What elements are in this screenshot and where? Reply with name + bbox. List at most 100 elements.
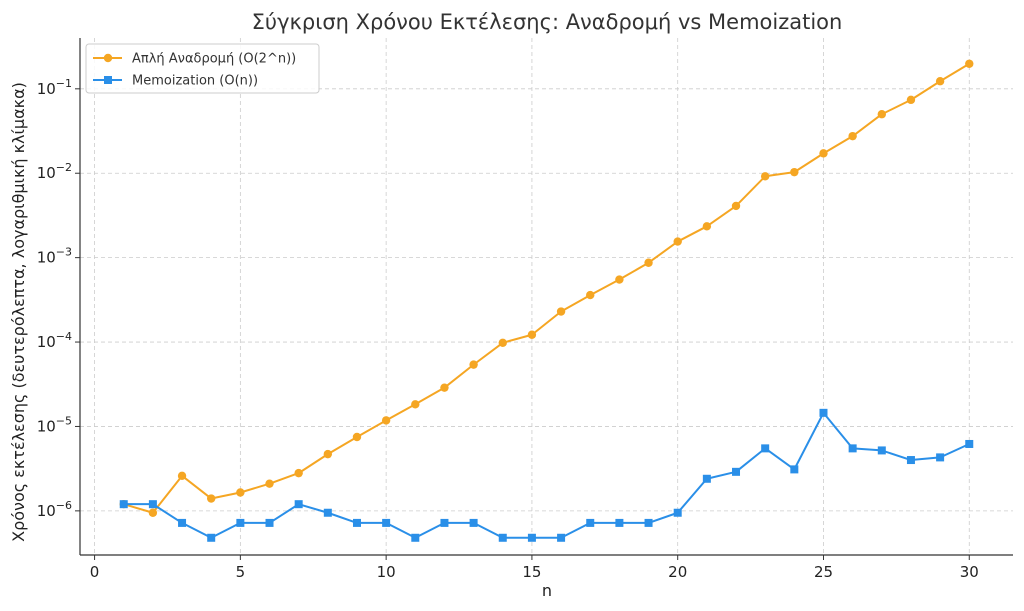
data-point-circle [469, 360, 478, 369]
data-point-circle [702, 222, 712, 231]
x-tick-label: 10 [377, 563, 396, 581]
x-ticks: 0 5 10 15 20 25 30 [90, 555, 979, 581]
data-point-square [527, 533, 536, 542]
data-point-circle [790, 167, 799, 177]
data-point-square [382, 518, 391, 527]
data-point-circle [323, 449, 333, 459]
data-point-circle [527, 330, 537, 339]
x-tick-label: 0 [90, 563, 100, 581]
data-point-circle [411, 400, 420, 409]
data-point-circle [848, 131, 857, 141]
y-tick-base: 10 [37, 249, 56, 267]
axes [79, 38, 1013, 556]
data-point-circle [935, 77, 945, 86]
data-point-circle [819, 149, 828, 158]
data-point-square [323, 508, 332, 517]
y-tick-exponent: −6 [56, 499, 72, 512]
y-axis-label: Χρόνος εκτέλεσης (δευτερόλεπτα, λογαριθμ… [9, 82, 28, 542]
y-tick-exponent: −4 [56, 330, 72, 343]
data-point-circle [644, 258, 653, 267]
data-point-square [732, 467, 741, 476]
series-1 [119, 408, 974, 542]
y-tick-base: 10 [37, 417, 56, 435]
data-point-circle [265, 479, 274, 488]
data-point-circle [965, 59, 974, 68]
data-point-circle [148, 508, 158, 517]
data-point-circle [498, 338, 507, 347]
y-tick-label: 10−4 [37, 330, 72, 351]
data-point-circle [731, 201, 741, 211]
data-point-square [207, 533, 216, 542]
data-point-square [615, 518, 624, 527]
y-tick-label: 10−6 [37, 499, 72, 520]
x-axis-label: n [542, 581, 552, 600]
data-point-circle [440, 383, 449, 392]
data-point-circle [556, 307, 566, 316]
data-point-square [848, 444, 857, 453]
data-point-square [178, 518, 187, 527]
y-tick-exponent: −5 [56, 414, 72, 427]
data-point-square [236, 518, 245, 527]
legend-label: Απλή Αναδρομή (O(2^n)) [132, 52, 296, 67]
x-tick-label: 25 [814, 563, 833, 581]
data-point-square [761, 444, 770, 453]
data-point-square [119, 500, 128, 509]
series-line [123, 62, 970, 514]
data-point-circle [760, 172, 770, 181]
data-point-circle [177, 471, 187, 481]
x-tick-label: 20 [668, 563, 687, 581]
legend-label: Memoization (O(n)) [132, 74, 258, 89]
data-point-circle [236, 488, 245, 497]
data-point-circle [877, 110, 886, 119]
y-tick-exponent: −1 [56, 77, 72, 90]
data-point-square [352, 518, 361, 527]
data-point-square [440, 518, 449, 527]
chart-title: Σύγκριση Χρόνου Εκτέλεσης: Αναδρομή vs M… [252, 10, 843, 34]
data-point-square [936, 453, 945, 462]
data-point-square [411, 533, 420, 542]
legend-marker-square [104, 76, 112, 84]
x-tick-label: 15 [522, 563, 541, 581]
y-tick-base: 10 [37, 164, 56, 182]
data-point-circle [615, 275, 624, 284]
x-tick-label: 5 [236, 563, 246, 581]
data-point-square [557, 533, 566, 542]
data-point-square [702, 474, 711, 483]
legend-box [85, 43, 320, 94]
data-point-square [906, 456, 915, 465]
data-point-circle [381, 416, 391, 425]
data-point-circle [294, 468, 303, 478]
data-point-square [294, 500, 303, 509]
y-tick-exponent: −2 [56, 161, 72, 174]
data-point-square [469, 518, 478, 527]
legend-entries: Απλή Αναδρομή (O(2^n)) Memoization (O(n)) [93, 52, 296, 89]
y-tick-label: 10−2 [37, 161, 72, 182]
grid-lines [80, 38, 1013, 555]
data-point-circle [586, 290, 595, 300]
data-point-square [148, 500, 157, 509]
y-tick-base: 10 [37, 502, 56, 520]
y-tick-label: 10−5 [37, 414, 72, 435]
data-point-square [265, 518, 274, 527]
data-point-square [586, 518, 595, 527]
data-point-square [644, 518, 653, 527]
y-tick-label: 10−3 [37, 246, 72, 267]
series-0 [119, 59, 974, 517]
data-point-circle [673, 237, 682, 246]
data-point-square [819, 408, 828, 417]
data-point-square [965, 439, 974, 448]
legend: Απλή Αναδρομή (O(2^n)) Memoization (O(n)) [85, 43, 320, 94]
data-point-square [498, 533, 507, 542]
data-point-circle [906, 95, 916, 105]
data-point-square [673, 508, 682, 517]
series-layer [119, 59, 974, 542]
series-line [123, 411, 970, 539]
data-point-circle [207, 494, 216, 503]
data-point-square [877, 446, 886, 455]
y-ticks: 10−610−510−410−310−210−1 [37, 77, 80, 520]
y-tick-label: 10−1 [37, 77, 72, 98]
y-tick-base: 10 [37, 333, 56, 351]
y-tick-exponent: −3 [56, 246, 72, 259]
y-tick-base: 10 [37, 80, 56, 98]
